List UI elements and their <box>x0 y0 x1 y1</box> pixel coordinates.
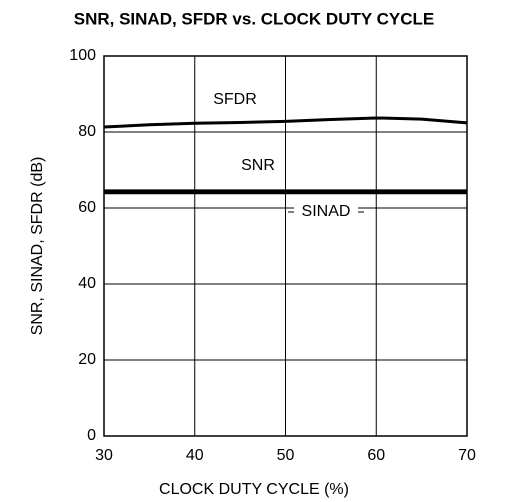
y-tick-label: 100 <box>69 47 96 64</box>
x-tick-label: 50 <box>277 447 295 464</box>
series-line <box>103 116 468 129</box>
series-label: SFDR <box>213 91 257 108</box>
y-tick-label: 40 <box>78 275 96 292</box>
y-tick-label: 80 <box>78 123 96 140</box>
y-tick-label: 0 <box>87 427 96 444</box>
plot-frame <box>103 55 468 437</box>
x-tick-label: 60 <box>367 447 385 464</box>
chart-title: SNR, SINAD, SFDR vs. CLOCK DUTY CYCLE <box>74 9 435 28</box>
x-axis-label: CLOCK DUTY CYCLE (%) <box>159 481 349 498</box>
x-tick-label: 30 <box>95 447 113 464</box>
series-label: SNR <box>241 157 275 174</box>
x-tick-label: 70 <box>458 447 476 464</box>
y-tick-label: 20 <box>78 351 96 368</box>
x-tick-label: 40 <box>186 447 204 464</box>
label-background <box>294 203 358 221</box>
y-tick-label: 60 <box>78 199 96 216</box>
series-label: SINAD <box>302 203 351 220</box>
y-axis-label: SNR, SINAD, SFDR (dB) <box>29 157 46 336</box>
